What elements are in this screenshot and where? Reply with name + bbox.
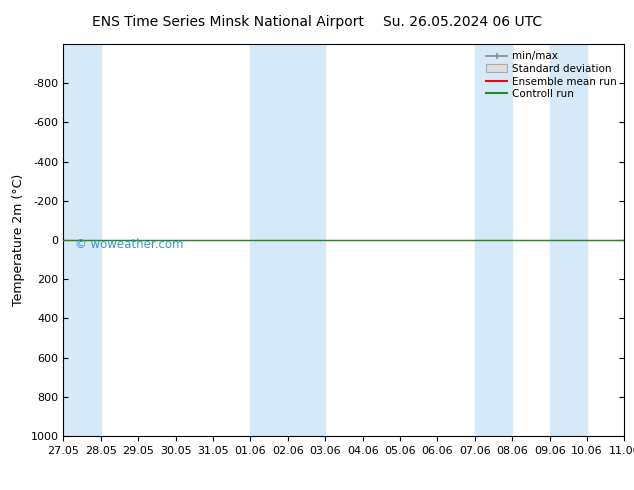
Text: ENS Time Series Minsk National Airport: ENS Time Series Minsk National Airport: [92, 15, 365, 29]
Legend: min/max, Standard deviation, Ensemble mean run, Controll run: min/max, Standard deviation, Ensemble me…: [484, 49, 619, 101]
Text: © woweather.com: © woweather.com: [75, 238, 183, 251]
Y-axis label: Temperature 2m (°C): Temperature 2m (°C): [12, 174, 25, 306]
Bar: [550, 44, 587, 436]
Text: Su. 26.05.2024 06 UTC: Su. 26.05.2024 06 UTC: [384, 15, 542, 29]
Bar: [475, 44, 512, 436]
Bar: [63, 44, 101, 436]
Bar: [250, 44, 325, 436]
